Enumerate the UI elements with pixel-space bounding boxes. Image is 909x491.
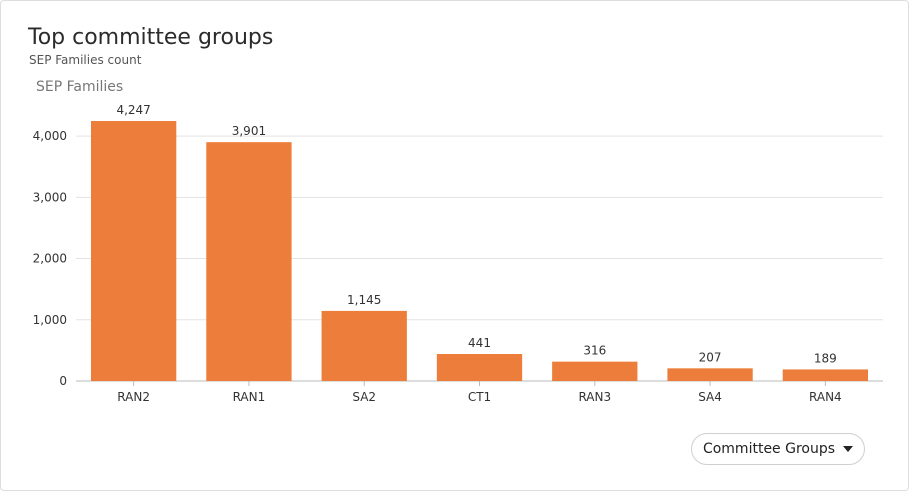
data-label: 316 xyxy=(583,344,606,358)
x-tick-label: SA4 xyxy=(698,390,722,404)
x-tick-label: SA2 xyxy=(352,390,376,404)
committee-groups-dropdown[interactable]: Committee Groups xyxy=(691,433,865,465)
y-axis-label: SEP Families xyxy=(36,79,123,95)
bar xyxy=(667,368,753,381)
bar xyxy=(436,354,523,381)
y-tick-label: 4,000 xyxy=(33,129,67,143)
chart-title: Top committee groups xyxy=(28,25,274,50)
bar xyxy=(90,121,177,381)
x-tick-label: CT1 xyxy=(468,390,491,404)
chart-subtitle: SEP Families count xyxy=(29,53,142,67)
x-tick-label: RAN3 xyxy=(578,390,611,404)
data-label: 207 xyxy=(699,350,722,364)
data-label: 4,247 xyxy=(116,103,150,117)
data-label: 3,901 xyxy=(232,124,266,138)
x-tick-label: RAN1 xyxy=(233,390,266,404)
bar xyxy=(321,310,407,381)
data-label: 189 xyxy=(814,351,837,365)
bar-chart: SEP Families 0 1,000 2,000 3,000 4,000 4,247 RA… xyxy=(33,79,883,404)
caret-down-icon xyxy=(843,446,854,452)
bar xyxy=(552,361,638,381)
data-label: 1,145 xyxy=(347,293,381,307)
y-tick-label: 3,000 xyxy=(33,190,67,204)
y-tick-label: 1,000 xyxy=(33,313,67,327)
bar xyxy=(206,142,292,381)
bar xyxy=(782,369,869,381)
y-tick-label: 2,000 xyxy=(33,252,67,266)
x-tick-label: RAN2 xyxy=(117,390,150,404)
y-tick-label: 0 xyxy=(59,374,67,388)
dropdown-label: Committee Groups xyxy=(702,441,836,457)
x-tick-label: RAN4 xyxy=(809,390,842,404)
data-label: 441 xyxy=(468,336,491,350)
